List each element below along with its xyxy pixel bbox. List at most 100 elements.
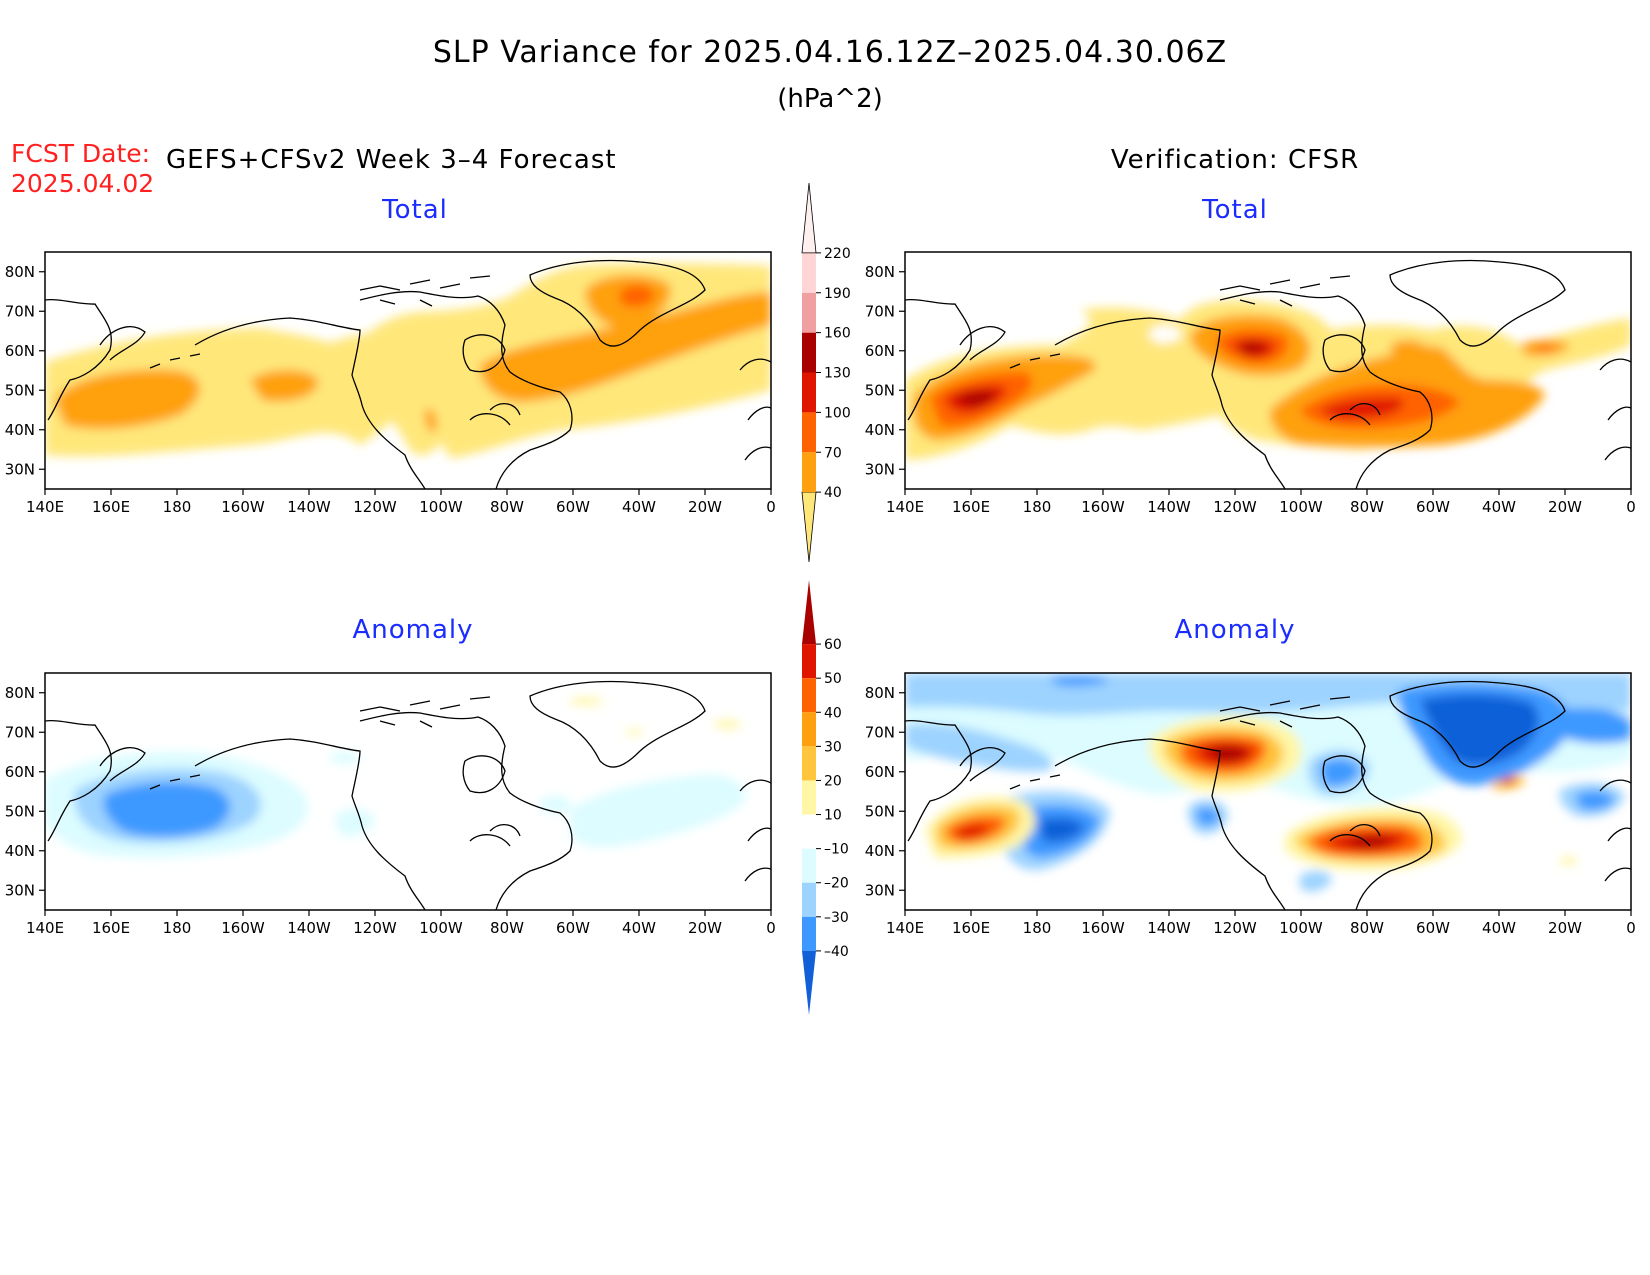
verification-total-frame (904, 251, 1632, 490)
forecast-total-title: Total (381, 195, 448, 225)
colorbar-label: 190 (824, 286, 851, 302)
lon-label: 20W (688, 919, 722, 937)
lon-label: 100W (1279, 498, 1323, 516)
colorbar-label: –10 (824, 842, 849, 858)
colorbar-label: –40 (824, 944, 849, 960)
colorbar-swatch (802, 712, 816, 747)
lon-label: 60W (1416, 498, 1450, 516)
lon-label: 40W (1482, 919, 1516, 937)
forecast-anomaly-shading (45, 697, 746, 858)
lat-label: 60N (5, 342, 35, 360)
lat-label: 30N (5, 460, 35, 478)
lat-label: 80N (865, 684, 895, 702)
forecast-heading: GEFS+CFSv2 Week 3–4 Forecast (166, 145, 617, 175)
colorbar-swatch (802, 678, 816, 713)
colorbar-swatch (802, 746, 816, 781)
colorbar-label: 40 (824, 485, 842, 501)
colorbar-label: 30 (824, 739, 842, 755)
colorbar-label: 50 (824, 671, 842, 687)
colorbar-swatch (802, 916, 816, 951)
verification-total-coastlines (905, 259, 1631, 489)
colorbar-swatch (802, 452, 816, 493)
lon-label: 40W (622, 498, 656, 516)
verification-total-map: 80N 70N 60N 50N 40N 30N 140E 160E 180 160W 140W 120… (865, 251, 1636, 516)
lon-label: 180 (1023, 919, 1052, 937)
colorbar-swatch (802, 412, 816, 453)
lon-label: 60W (1416, 919, 1450, 937)
lat-label: 50N (865, 802, 895, 820)
lon-label: 140W (1147, 919, 1191, 937)
lon-label: 140E (26, 498, 64, 516)
colorbar-label: 40 (824, 705, 842, 721)
lat-label: 30N (5, 881, 35, 899)
colorbar-swatch (802, 780, 816, 815)
verification-anomaly-coastlines (905, 680, 1631, 910)
lat-label: 60N (865, 342, 895, 360)
lon-label: 60W (556, 919, 590, 937)
lat-label: 70N (865, 302, 895, 320)
lon-label: 140E (26, 919, 64, 937)
colorbar-label: 160 (824, 326, 851, 342)
lat-label: 60N (865, 763, 895, 781)
colorbar-swatch (802, 950, 816, 1015)
lon-label: 160W (221, 919, 265, 937)
colorbar-swatch (802, 372, 816, 413)
lat-label: 70N (5, 723, 35, 741)
lat-label: 40N (865, 421, 895, 439)
lon-label: 40W (1482, 498, 1516, 516)
lat-label: 30N (865, 881, 895, 899)
lon-label: 140W (1147, 498, 1191, 516)
forecast-total-map: 80N 70N 60N 50N 40N 30N 140E 160E 180 160W 140W 120… (5, 251, 776, 516)
colorbar-swatch (802, 332, 816, 373)
lat-label: 50N (865, 381, 895, 399)
colorbar-swatch (802, 580, 816, 645)
lon-label: 140E (886, 498, 924, 516)
lon-label: 40W (622, 919, 656, 937)
colorbar-swatch (802, 882, 816, 917)
lat-label: 60N (5, 763, 35, 781)
forecast-anomaly-frame (44, 672, 772, 911)
lat-label: 80N (5, 684, 35, 702)
lon-label: 0 (766, 498, 776, 516)
lon-label: 160E (952, 919, 990, 937)
lon-label: 80W (1350, 919, 1384, 937)
figure-units: (hPa^2) (777, 84, 883, 114)
colorbar-swatch (802, 292, 816, 333)
colorbar-label: 100 (824, 405, 851, 421)
lon-label: 0 (1626, 498, 1636, 516)
verification-anomaly-map: 80N 70N 60N 50N 40N 30N 140E 160E 180 160W 140W 120… (865, 672, 1636, 937)
lon-label: 20W (1548, 498, 1582, 516)
lon-label: 120W (353, 498, 397, 516)
lon-label: 80W (490, 919, 524, 937)
lon-label: 140W (287, 919, 331, 937)
lat-label: 40N (865, 842, 895, 860)
forecast-anomaly-title: Anomaly (352, 615, 473, 645)
colorbar-label: 20 (824, 773, 842, 789)
lon-label: 20W (688, 498, 722, 516)
colorbar-swatch (802, 644, 816, 679)
lon-label: 160W (1081, 919, 1125, 937)
lat-label: 70N (5, 302, 35, 320)
colorbar-label: 60 (824, 637, 842, 653)
lon-label: 0 (1626, 919, 1636, 937)
figure-title: SLP Variance for 2025.04.16.12Z–2025.04.… (433, 35, 1227, 70)
total-colorbar: 40 70 100 130 160 190 220 (801, 182, 851, 563)
lon-label: 100W (1279, 919, 1323, 937)
lon-label: 180 (163, 919, 192, 937)
colorbar-label: 130 (824, 366, 851, 382)
verification-anomaly-frame (904, 672, 1632, 911)
lon-label: 120W (1213, 919, 1257, 937)
verification-heading: Verification: CFSR (1111, 145, 1359, 175)
fcst-date-value: 2025.04.02 (11, 169, 154, 198)
colorbar-swatch (802, 848, 816, 883)
colorbar-label: –30 (824, 910, 849, 926)
lon-label: 80W (1350, 498, 1384, 516)
lon-label: 180 (163, 498, 192, 516)
forecast-anomaly-coastlines (45, 680, 771, 910)
lon-label: 20W (1548, 919, 1582, 937)
forecast-anomaly-map: 80N 70N 60N 50N 40N 30N 140E 160E 180 160W 140W 120… (5, 672, 776, 937)
colorbar-label: 70 (824, 445, 842, 461)
lat-label: 70N (865, 723, 895, 741)
lon-label: 180 (1023, 498, 1052, 516)
lon-label: 80W (490, 498, 524, 516)
